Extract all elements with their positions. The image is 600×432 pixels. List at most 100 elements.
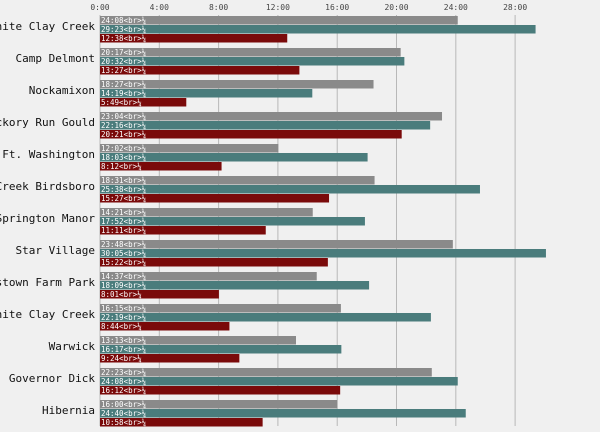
- x-tick-label: 12:00: [266, 3, 290, 12]
- bar: [100, 290, 219, 299]
- bar: [100, 80, 374, 89]
- x-tick-label: 24:00: [444, 3, 468, 12]
- bar-value-label: 16:00<br>¼: [101, 400, 147, 409]
- bar: [100, 121, 431, 130]
- bar-value-label: 13:27<br>¼: [101, 66, 147, 75]
- bar-value-label: 22:23<br>¼: [101, 368, 147, 377]
- bar-value-label: 24:08<br>¼: [101, 16, 147, 25]
- bar-value-label: 18:31<br>¼: [101, 176, 147, 185]
- bar: [100, 336, 296, 345]
- bar: [100, 153, 368, 162]
- bar-value-label: 20:21<br>¼: [101, 130, 147, 139]
- category-label: Pottstown Farm Park: [0, 276, 95, 289]
- bar-value-label: 22:19<br>¼: [101, 313, 147, 322]
- bar-value-label: 23:04<br>¼: [101, 112, 147, 121]
- bar-value-label: 17:52<br>¼: [101, 217, 147, 226]
- bar: [100, 48, 401, 57]
- bar-value-label: 8:01<br>¼: [101, 290, 142, 299]
- category-label: Governor Dick: [9, 372, 95, 385]
- category-label: Camp Delmont: [16, 52, 95, 65]
- bar-value-label: 13:13<br>¼: [101, 336, 147, 345]
- bar: [100, 377, 458, 386]
- bar: [100, 354, 240, 363]
- bar: [100, 322, 230, 331]
- bar: [100, 98, 187, 107]
- x-tick-label: 20:00: [384, 3, 408, 12]
- category-label: Nockamixon: [29, 84, 95, 97]
- bar-value-label: 16:12<br>¼: [101, 386, 147, 395]
- bar: [100, 208, 313, 217]
- bar: [100, 386, 341, 395]
- bar: [100, 25, 536, 34]
- bar: [100, 304, 341, 313]
- bar: [100, 57, 405, 66]
- category-label: Creek Birdsboro: [0, 180, 95, 193]
- bar: [100, 272, 317, 281]
- bar: [100, 144, 279, 153]
- x-tick-label: 0:00: [90, 3, 109, 12]
- bar-value-label: 14:19<br>¼: [101, 89, 147, 98]
- bar-value-label: 20:17<br>¼: [101, 48, 147, 57]
- bar-value-label: 25:38<br>¼: [101, 185, 147, 194]
- bar: [100, 400, 338, 409]
- category-label: White Clay Creek: [0, 308, 95, 321]
- bar: [100, 226, 266, 235]
- category-label: Warwick: [49, 340, 96, 353]
- bar-value-label: 30:05<br>¼: [101, 249, 147, 258]
- bar-value-label: 29:23<br>¼: [101, 25, 147, 34]
- bar-value-label: 5:49<br>¼: [101, 98, 142, 107]
- category-label: Star Village: [16, 244, 95, 257]
- category-labels: White Clay Creek Camp Delmont Nockamixon Hi…: [0, 20, 95, 417]
- category-label: White Clay Creek: [0, 20, 95, 33]
- bar: [100, 112, 443, 121]
- bar: [100, 240, 453, 249]
- bar-value-label: 12:38<br>¼: [101, 34, 147, 43]
- bar: [100, 194, 330, 203]
- bar: [100, 176, 375, 185]
- bar: [100, 418, 263, 427]
- bar: [100, 368, 432, 377]
- bar-value-label: 8:12<br>¼: [101, 162, 142, 171]
- bar: [100, 249, 546, 258]
- bar: [100, 313, 431, 322]
- bar-value-label: 18:27<br>¼: [101, 80, 147, 89]
- bar-value-label: 14:37<br>¼: [101, 272, 147, 281]
- x-tick-label: 8:00: [209, 3, 228, 12]
- category-label: Hibernia: [42, 404, 95, 417]
- bar: [100, 409, 466, 418]
- category-label: Ft. Washington: [2, 148, 95, 161]
- bar-value-label: 16:15<br>¼: [101, 304, 147, 313]
- bar-value-label: 18:09<br>¼: [101, 281, 147, 290]
- bar: [100, 185, 480, 194]
- bar: [100, 281, 370, 290]
- x-tick-label: 28:00: [503, 3, 527, 12]
- x-axis-ticks: 0:00 4:00 8:00 12:00 16:00 20:00 24:00 28:00: [90, 3, 527, 12]
- x-tick-label: 4:00: [150, 3, 169, 12]
- bar-value-label: 15:27<br>¼: [101, 194, 147, 203]
- bar-value-label: 22:16<br>¼: [101, 121, 147, 130]
- bar-value-label: 20:32<br>¼: [101, 57, 147, 66]
- bar-value-label: 10:58<br>¼: [101, 418, 147, 427]
- bar: [100, 345, 342, 354]
- bar-value-label: 9:24<br>¼: [101, 354, 142, 363]
- category-label: Springton Manor: [0, 212, 95, 225]
- category-label: Hickory Run Gould: [0, 116, 95, 129]
- bar-value-label: 11:11<br>¼: [101, 226, 147, 235]
- bar-value-label: 8:44<br>¼: [101, 322, 142, 331]
- bar-value-label: 15:22<br>¼: [101, 258, 147, 267]
- bar: [100, 217, 365, 226]
- bar: [100, 34, 288, 43]
- bar-value-label: 12:02<br>¼: [101, 144, 147, 153]
- bar: [100, 130, 402, 139]
- bar-value-label: 23:48<br>¼: [101, 240, 147, 249]
- bar-value-label: 18:03<br>¼: [101, 153, 147, 162]
- bar-value-label: 24:08<br>¼: [101, 377, 147, 386]
- bars: 24:08<br>¼29:23<br>¼12:38<br>¼20:17<br>¼…: [100, 16, 546, 427]
- bar: [100, 66, 300, 75]
- x-tick-label: 16:00: [325, 3, 349, 12]
- bar: [100, 258, 328, 267]
- bar: [100, 16, 458, 25]
- bar: [100, 89, 313, 98]
